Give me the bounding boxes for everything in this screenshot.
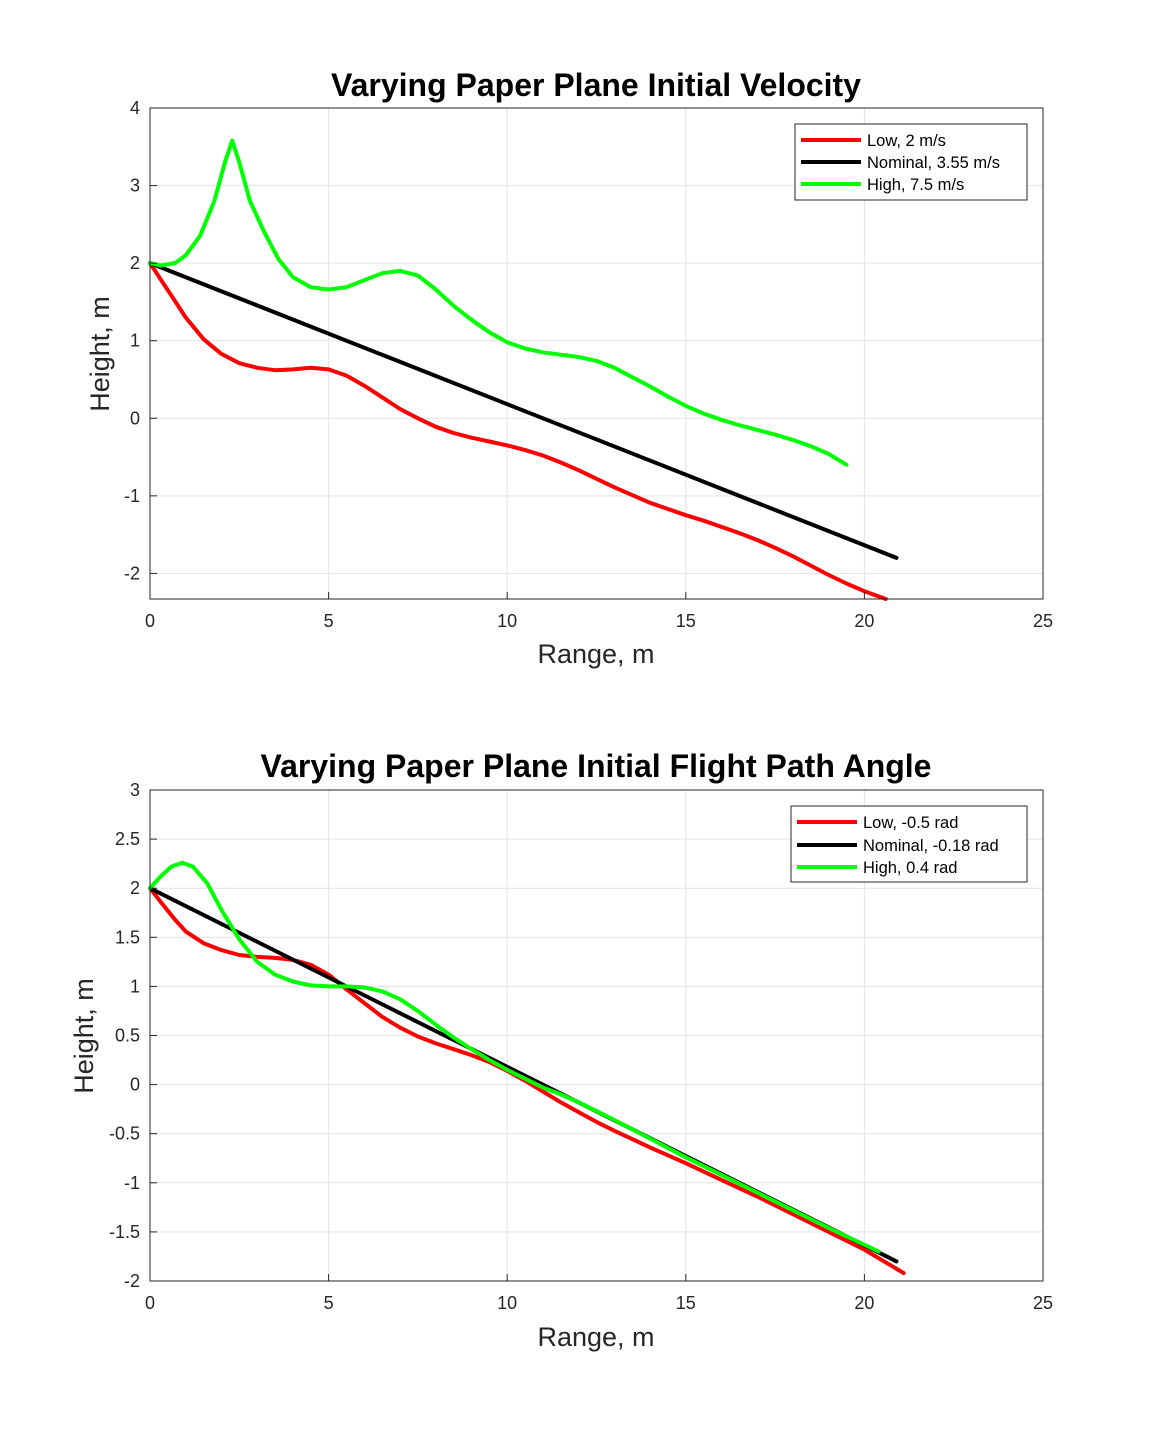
y-tick-label: 1 bbox=[130, 976, 140, 996]
x-tick-label: 10 bbox=[497, 1293, 517, 1313]
series-line-high bbox=[148, 138, 849, 467]
y-tick-label: 4 bbox=[130, 98, 140, 118]
tick-labels: 0 5 10 15 20 25 -2 -1 0 1 2 3 4 bbox=[124, 98, 1053, 631]
y-tick-label: -2 bbox=[124, 563, 140, 583]
x-tick-label: 25 bbox=[1033, 611, 1053, 631]
y-tick-label: 3 bbox=[130, 780, 140, 800]
y-tick-label: -0.5 bbox=[109, 1124, 140, 1144]
x-tick-label: 20 bbox=[854, 611, 874, 631]
legend: Low, 2 m/s Nominal, 3.55 m/s High, 7.5 m… bbox=[794, 123, 1028, 201]
y-tick-label: 2 bbox=[130, 253, 140, 273]
x-tick-label: 15 bbox=[676, 611, 696, 631]
series-line-low bbox=[148, 261, 888, 601]
y-tick-label: 3 bbox=[130, 176, 140, 196]
series-line-low bbox=[148, 886, 906, 1276]
series-layer bbox=[148, 138, 899, 601]
y-tick-label: -2 bbox=[124, 1271, 140, 1291]
chart-title: Varying Paper Plane Initial Flight Path … bbox=[261, 748, 932, 784]
axes-box bbox=[149, 107, 1044, 600]
legend-label-low: Low, 2 m/s bbox=[867, 132, 946, 150]
legend-label-high: High, 0.4 rad bbox=[863, 859, 957, 877]
y-tick-label: 0 bbox=[130, 408, 140, 428]
y-tick-label: 1 bbox=[130, 331, 140, 351]
y-tick-label: 0 bbox=[130, 1075, 140, 1095]
x-tick-label: 0 bbox=[145, 611, 155, 631]
legend-label-nominal: Nominal, 3.55 m/s bbox=[867, 154, 1000, 172]
tick-labels: 0 5 10 15 20 25 -2 -1.5 -1 -0.5 0 0.5 1 1.5 2 2.5 3 bbox=[109, 780, 1053, 1313]
x-axis-label: Range, m bbox=[537, 639, 654, 669]
x-tick-label: 0 bbox=[145, 1293, 155, 1313]
x-tick-label: 5 bbox=[324, 611, 334, 631]
series-line-high bbox=[148, 860, 881, 1254]
y-tick-label: 0.5 bbox=[115, 1026, 140, 1046]
legend-label-high: High, 7.5 m/s bbox=[867, 176, 964, 194]
y-tick-label: -1 bbox=[124, 1173, 140, 1193]
chart-flight-path-angle: Varying Paper Plane Initial Flight Path … bbox=[69, 748, 1053, 1352]
legend-label-low: Low, -0.5 rad bbox=[863, 814, 958, 832]
legend: Low, -0.5 rad Nominal, -0.18 rad High, 0… bbox=[790, 805, 1028, 883]
x-tick-label: 5 bbox=[324, 1293, 334, 1313]
y-tick-label: 2.5 bbox=[115, 829, 140, 849]
y-tick-label: -1.5 bbox=[109, 1222, 140, 1242]
y-tick-label: 1.5 bbox=[115, 927, 140, 947]
y-tick-label: 2 bbox=[130, 878, 140, 898]
legend-label-nominal: Nominal, -0.18 rad bbox=[863, 837, 999, 855]
x-axis-label: Range, m bbox=[537, 1322, 654, 1352]
chart-title: Varying Paper Plane Initial Velocity bbox=[331, 67, 861, 103]
x-tick-label: 20 bbox=[854, 1293, 874, 1313]
y-tick-label: -1 bbox=[124, 486, 140, 506]
series-line-nominal bbox=[148, 261, 899, 560]
series-layer bbox=[148, 860, 906, 1276]
chart-velocity: Varying Paper Plane Initial Velocity 0 5 1… bbox=[85, 67, 1053, 669]
x-tick-label: 10 bbox=[497, 611, 517, 631]
y-axis-label: Height, m bbox=[69, 978, 99, 1094]
x-tick-label: 15 bbox=[676, 1293, 696, 1313]
x-tick-label: 25 bbox=[1033, 1293, 1053, 1313]
y-axis-label: Height, m bbox=[85, 296, 115, 412]
